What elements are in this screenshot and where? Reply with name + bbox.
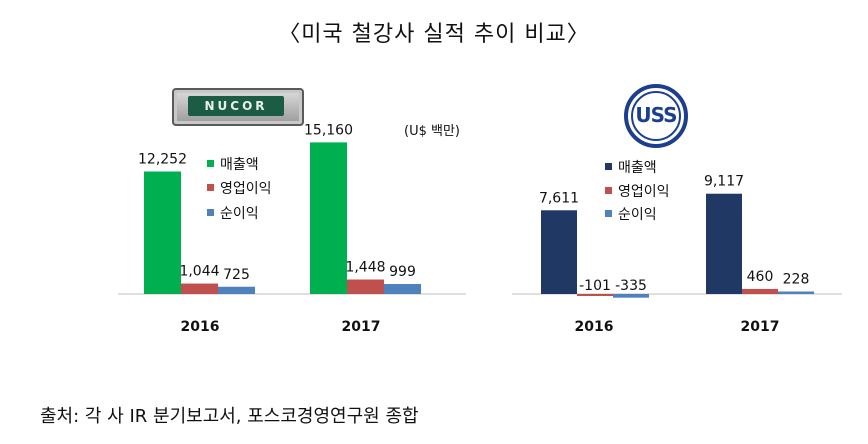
data-label: 725: [223, 267, 250, 283]
legend-swatch: [207, 209, 214, 216]
bar-영업이익-2017: [347, 279, 384, 294]
category-label: 2016: [575, 319, 614, 335]
bar-매출액-2016: [541, 210, 577, 294]
data-label: -101: [579, 278, 611, 294]
data-label: 228: [783, 271, 810, 287]
legend-entry: 순이익: [220, 206, 259, 222]
nucor-logo-text: NUCOR: [188, 96, 284, 116]
category-label: 2016: [181, 319, 220, 335]
category-label: 2017: [741, 319, 780, 335]
legend-swatch: [207, 160, 214, 167]
legend-entry: 매출액: [220, 157, 259, 173]
legend-swatch: [605, 163, 612, 170]
data-label: -335: [615, 278, 647, 294]
uss-logo-text: USS: [635, 103, 677, 127]
bar-매출액-2017: [310, 142, 347, 294]
bar-영업이익-2016: [577, 294, 613, 296]
category-label: 2017: [342, 319, 381, 335]
unit-label: (U$ 백만): [404, 124, 460, 139]
data-label: 9,117: [704, 174, 744, 190]
bar-순이익-2017: [384, 284, 421, 294]
bar-순이익-2017: [778, 291, 814, 294]
legend-swatch: [605, 187, 612, 194]
nucor-logo: NUCOR: [172, 88, 304, 126]
legend-swatch: [207, 184, 214, 191]
data-label: 12,252: [138, 151, 187, 167]
legend-entry: 순이익: [618, 207, 657, 223]
bar-순이익-2016: [613, 294, 649, 298]
bar-순이익-2016: [218, 286, 255, 294]
chart-title: 〈미국 철강사 실적 추이 비교〉: [278, 22, 590, 47]
data-label: 1,044: [179, 264, 219, 280]
data-label: 15,160: [304, 122, 353, 138]
uss-logo: USS: [624, 84, 688, 148]
legend-entry: 영업이익: [220, 181, 272, 197]
data-label: 460: [747, 269, 774, 285]
bar-매출액-2016: [144, 171, 181, 294]
data-label: 1,448: [345, 260, 385, 276]
legend-entry: 영업이익: [618, 184, 670, 200]
data-label: 999: [389, 264, 416, 280]
legend-swatch: [605, 210, 612, 217]
bar-영업이익-2016: [181, 283, 218, 294]
uss-logo-ring: [631, 91, 681, 141]
data-label: 7,611: [539, 190, 579, 206]
bar-영업이익-2017: [742, 288, 778, 294]
source-note: 출처: 각 사 IR 분기보고서, 포스코경영연구원 종합: [40, 406, 419, 427]
legend-entry: 매출액: [618, 160, 657, 176]
bar-매출액-2017: [706, 193, 742, 294]
